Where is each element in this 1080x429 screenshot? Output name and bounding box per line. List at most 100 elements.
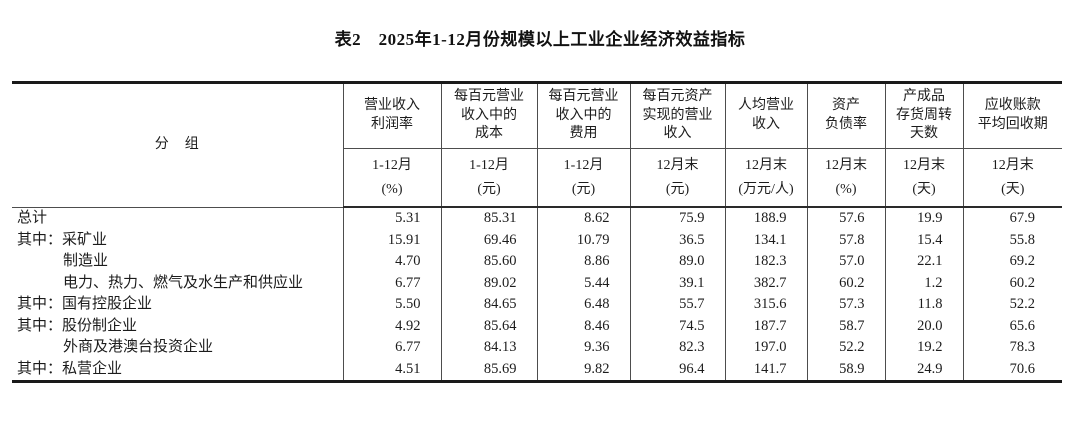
cell-value: 85.64 <box>440 315 538 337</box>
unit-label: (元) <box>571 182 596 197</box>
unit-label: (%) <box>835 182 857 197</box>
cell-value: 134.1 <box>724 229 808 251</box>
cell-value: 6.77 <box>342 337 442 359</box>
page: 表2 2025年1-12月份规模以上工业企业经济效益指标 分 组 营业收入 利润… <box>12 30 1062 383</box>
period-label: 12月末 <box>903 158 945 173</box>
cell-value: 1.2 <box>884 272 964 294</box>
row-label: 电力、热力、燃气及水生产和供应业 <box>12 272 344 294</box>
col-subheader: 12月末 (元) <box>629 148 726 208</box>
period-label: 1-12月 <box>372 158 412 173</box>
unit-label: (天) <box>1001 182 1025 197</box>
cell-value: 69.2 <box>962 251 1062 273</box>
cell-value: 89.02 <box>440 272 538 294</box>
table-title: 表2 2025年1-12月份规模以上工业企业经济效益指标 <box>334 30 746 49</box>
col-header-revenue-per-capita: 人均营业 收入 <box>724 82 808 149</box>
cell-value: 74.5 <box>629 315 726 337</box>
col-header-receivables-period: 应收账款 平均回收期 <box>962 82 1062 149</box>
unit-label: (元) <box>477 182 501 197</box>
cell-value: 24.9 <box>884 358 964 382</box>
period-label: 12月末 <box>656 158 699 173</box>
period-label: 12月末 <box>825 158 867 173</box>
cell-value: 19.9 <box>884 207 964 230</box>
cell-value: 52.2 <box>806 337 886 359</box>
cell-value: 58.9 <box>806 358 886 382</box>
unit-label: (%) <box>381 182 403 197</box>
col-subheader: 12月末 (%) <box>806 148 886 208</box>
cell-value: 78.3 <box>962 337 1062 359</box>
economic-indicators-table: 分 组 营业收入 利润率 每百元营业 收入中的 成本 每百元营业 收入中的 费用… <box>12 81 1062 383</box>
cell-value: 9.82 <box>536 358 631 382</box>
unit-label: (万元/人) <box>738 182 794 197</box>
cell-value: 70.6 <box>962 358 1062 382</box>
cell-value: 22.1 <box>884 251 964 273</box>
row-label: 其中：国有控股企业 <box>12 294 344 316</box>
cell-value: 6.77 <box>342 272 442 294</box>
cell-value: 4.92 <box>342 315 442 337</box>
cell-value: 4.51 <box>342 358 442 382</box>
cell-value: 5.31 <box>342 207 442 230</box>
cell-value: 84.65 <box>440 294 538 316</box>
cell-value: 67.9 <box>962 207 1062 230</box>
unit-label: (天) <box>912 182 936 197</box>
cell-value: 57.3 <box>806 294 886 316</box>
cell-value: 58.7 <box>806 315 886 337</box>
cell-value: 10.79 <box>536 229 631 251</box>
cell-value: 15.91 <box>342 229 442 251</box>
cell-value: 141.7 <box>724 358 808 382</box>
row-label: 总计 <box>12 207 344 230</box>
table-row-private: 其中：私营企业 4.51 85.69 9.82 96.4 141.7 58.9 … <box>12 358 1062 382</box>
cell-value: 19.2 <box>884 337 964 359</box>
cell-value: 197.0 <box>724 337 808 359</box>
table-row-foreign-invested: 外商及港澳台投资企业 6.77 84.13 9.36 82.3 197.0 52… <box>12 337 1062 359</box>
cell-value: 39.1 <box>629 272 726 294</box>
period-label: 1-12月 <box>563 158 604 173</box>
cell-value: 20.0 <box>884 315 964 337</box>
row-label: 其中：私营企业 <box>12 358 344 382</box>
table-row-manufacturing: 制造业 4.70 85.60 8.86 89.0 182.3 57.0 22.1… <box>12 251 1062 273</box>
col-header-profit-rate: 营业收入 利润率 <box>342 82 442 149</box>
cell-value: 84.13 <box>440 337 538 359</box>
col-subheader: 1-12月 (%) <box>343 148 442 208</box>
cell-value: 5.50 <box>342 294 442 316</box>
col-subheader: 1-12月 (元) <box>536 148 631 208</box>
col-header-inventory-turnover: 产成品 存货周转 天数 <box>884 82 964 149</box>
cell-value: 8.62 <box>536 207 631 230</box>
period-label: 12月末 <box>745 158 787 173</box>
cell-value: 8.46 <box>536 315 631 337</box>
cell-value: 69.46 <box>440 229 538 251</box>
unit-label: (元) <box>665 182 690 197</box>
cell-value: 315.6 <box>724 294 808 316</box>
cell-value: 75.9 <box>629 207 726 230</box>
cell-value: 85.60 <box>440 251 538 273</box>
table-row-state-owned: 其中：国有控股企业 5.50 84.65 6.48 55.7 315.6 57.… <box>12 294 1062 316</box>
cell-value: 55.7 <box>629 294 726 316</box>
cell-value: 187.7 <box>724 315 808 337</box>
cell-value: 82.3 <box>629 337 726 359</box>
row-label: 外商及港澳台投资企业 <box>12 337 344 359</box>
cell-value: 57.8 <box>806 229 886 251</box>
cell-value: 188.9 <box>724 207 808 230</box>
period-label: 1-12月 <box>469 158 509 173</box>
cell-value: 60.2 <box>806 272 886 294</box>
cell-value: 382.7 <box>724 272 808 294</box>
col-header-revenue-per-asset: 每百元资产 实现的营业 收入 <box>629 82 726 149</box>
cell-value: 85.31 <box>440 207 538 230</box>
cell-value: 85.69 <box>440 358 538 382</box>
cell-value: 8.86 <box>536 251 631 273</box>
period-label: 12月末 <box>991 158 1034 173</box>
row-label: 制造业 <box>12 251 344 273</box>
cell-value: 6.48 <box>536 294 631 316</box>
cell-value: 4.70 <box>342 251 442 273</box>
col-header-cost-per-100: 每百元营业 收入中的 成本 <box>440 82 538 149</box>
cell-value: 15.4 <box>884 229 964 251</box>
cell-value: 11.8 <box>884 294 964 316</box>
table-header: 分 组 营业收入 利润率 每百元营业 收入中的 成本 每百元营业 收入中的 费用… <box>12 82 1062 208</box>
col-header-expense-per-100: 每百元营业 收入中的 费用 <box>536 82 631 149</box>
col-subheader: 12月末 (万元/人) <box>724 148 808 208</box>
cell-value: 60.2 <box>962 272 1062 294</box>
col-subheader: 12月末 (天) <box>962 148 1062 208</box>
cell-value: 182.3 <box>724 251 808 273</box>
cell-value: 36.5 <box>629 229 726 251</box>
table-row-mining: 其中：采矿业 15.91 69.46 10.79 36.5 134.1 57.8… <box>12 229 1062 251</box>
table-row-utilities: 电力、热力、燃气及水生产和供应业 6.77 89.02 5.44 39.1 38… <box>12 272 1062 294</box>
